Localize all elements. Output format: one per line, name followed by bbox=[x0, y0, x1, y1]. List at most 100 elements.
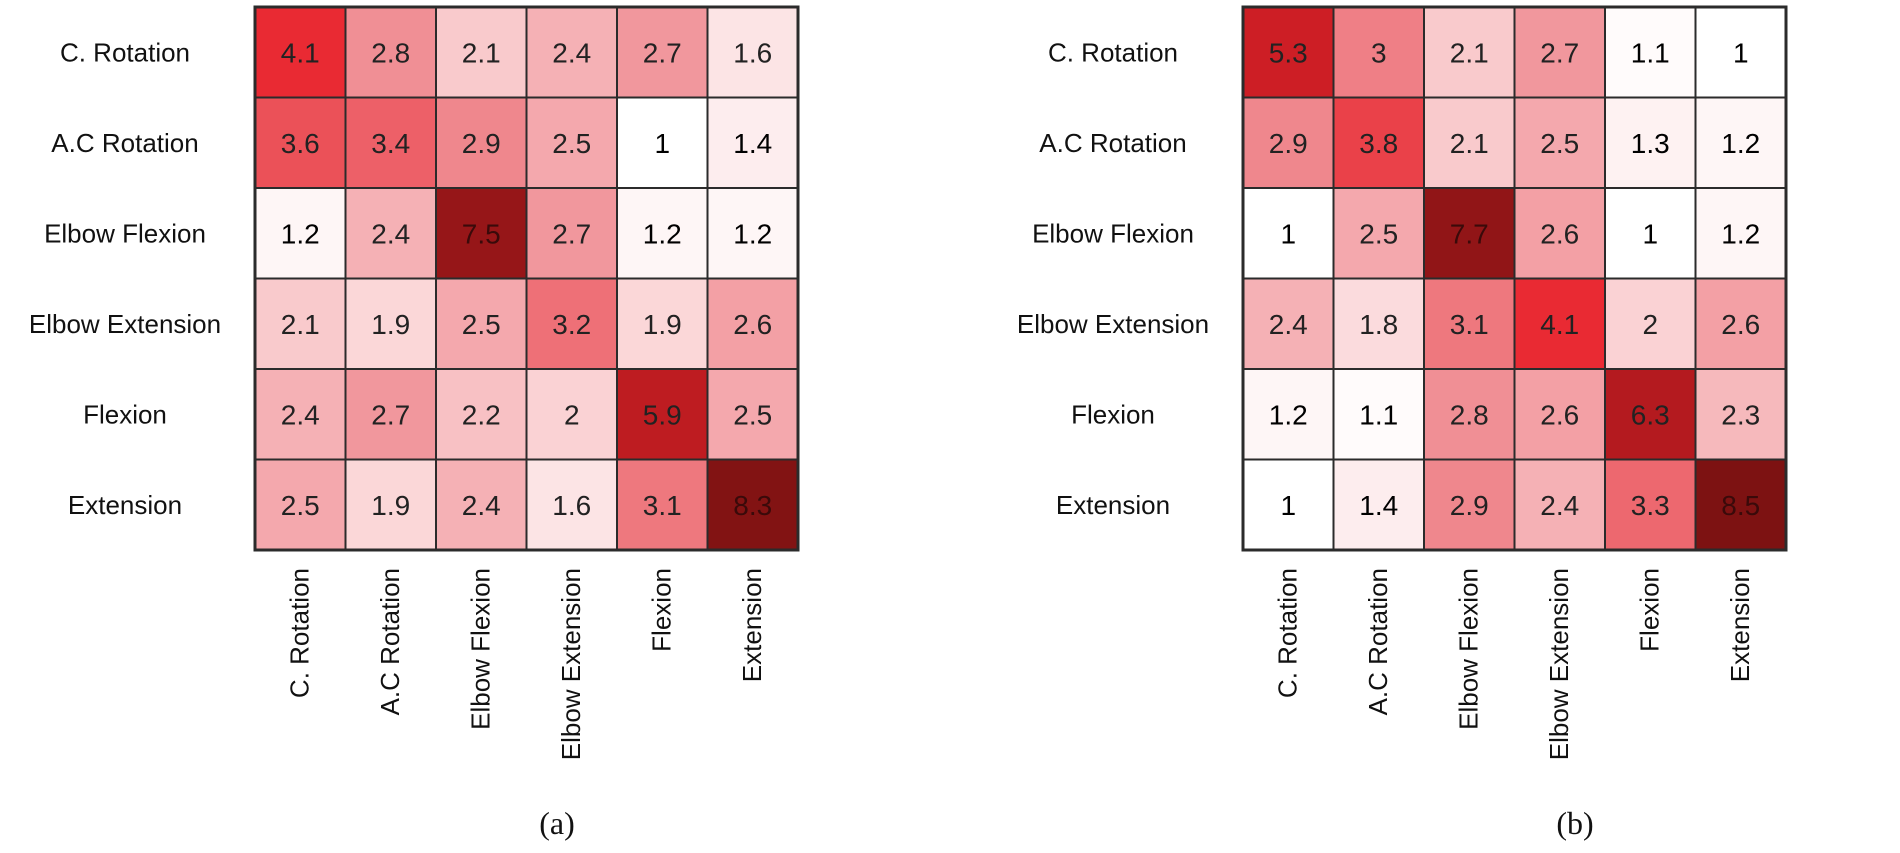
heatmap-cell bbox=[525, 277, 618, 370]
cell-value-label: 3.3 bbox=[1631, 490, 1670, 521]
row-tick-label: C. Rotation bbox=[1048, 37, 1178, 67]
cell-value-label: 1.8 bbox=[1359, 309, 1398, 340]
column-tick-label: A.C Rotation bbox=[375, 568, 405, 715]
cell-value-label: 2.5 bbox=[733, 399, 772, 430]
heatmap-cell bbox=[435, 277, 528, 370]
heatmap-cell bbox=[254, 6, 347, 99]
cell-value-label: 2.9 bbox=[462, 128, 501, 159]
row-tick-label: Elbow Extension bbox=[29, 309, 221, 339]
column-tick-label: Flexion bbox=[646, 568, 676, 652]
cell-value-label: 3.4 bbox=[371, 128, 410, 159]
heatmap-cell bbox=[1604, 187, 1697, 280]
cell-value-label: 2 bbox=[1642, 309, 1658, 340]
cell-value-label: 4.1 bbox=[1540, 309, 1579, 340]
heatmap-cell bbox=[1604, 6, 1697, 99]
column-tick-label: A.C Rotation bbox=[1363, 568, 1393, 715]
row-tick-label: C. Rotation bbox=[60, 37, 190, 67]
heatmap-cell bbox=[525, 187, 618, 280]
heatmap-panel-a: 4.1 2.8 2.1 2.4 2.7 1.6 3.6 3.4 2.9 2.5 1 1.4 1.2 2.4… bbox=[29, 5, 800, 841]
heatmap-cell bbox=[706, 187, 799, 280]
cell-value-label: 1.2 bbox=[281, 218, 320, 249]
heatmap-cell bbox=[706, 458, 799, 551]
cell-value-label: 7.7 bbox=[1450, 218, 1489, 249]
cell-value-label: 1.6 bbox=[733, 37, 772, 68]
cell-value-label: 8.5 bbox=[1721, 490, 1760, 521]
heatmap-cell bbox=[344, 187, 437, 280]
column-tick-label: Flexion bbox=[1634, 568, 1664, 652]
column-tick-label: Elbow Extension bbox=[556, 568, 586, 760]
heatmap-cell bbox=[1694, 187, 1787, 280]
heatmap-cell bbox=[1604, 368, 1697, 461]
cell-value-label: 5.9 bbox=[643, 399, 682, 430]
cell-value-label: 1.1 bbox=[1631, 37, 1670, 68]
heatmap-border bbox=[1241, 5, 1788, 552]
heatmap-cell bbox=[344, 96, 437, 189]
heatmap-cell bbox=[435, 368, 528, 461]
cell-value-label: 2.1 bbox=[281, 309, 320, 340]
cell-value-label: 2 bbox=[564, 399, 580, 430]
cell-value-label: 6.3 bbox=[1631, 399, 1670, 430]
heatmap-border bbox=[253, 5, 800, 552]
cell-value-label: 2.4 bbox=[281, 399, 320, 430]
row-tick-label: Extension bbox=[68, 490, 182, 520]
heatmap-cell bbox=[1694, 368, 1787, 461]
column-tick-label: Extension bbox=[1725, 568, 1755, 682]
cell-value-label: 1.4 bbox=[733, 128, 772, 159]
panel-caption: (b) bbox=[1556, 805, 1593, 841]
cell-value-label: 2.3 bbox=[1721, 399, 1760, 430]
cell-value-label: 2.9 bbox=[1450, 490, 1489, 521]
cell-value-label: 1.9 bbox=[371, 309, 410, 340]
cell-value-label: 8.3 bbox=[733, 490, 772, 521]
row-tick-label: A.C Rotation bbox=[51, 128, 198, 158]
heatmap-cell bbox=[344, 277, 437, 370]
cell-value-label: 1.2 bbox=[1721, 128, 1760, 159]
heatmap-cell bbox=[344, 6, 437, 99]
cell-value-label: 2.6 bbox=[1540, 218, 1579, 249]
cell-value-label: 2.1 bbox=[1450, 37, 1489, 68]
heatmap-cell bbox=[1242, 458, 1335, 551]
column-tick-label: C. Rotation bbox=[1272, 568, 1302, 698]
cell-value-label: 2.1 bbox=[462, 37, 501, 68]
column-tick-label: Extension bbox=[737, 568, 767, 682]
row-tick-label: Elbow Flexion bbox=[44, 218, 206, 248]
row-tick-label: Extension bbox=[1056, 490, 1170, 520]
row-tick-label: Elbow Extension bbox=[1017, 309, 1209, 339]
cell-value-label: 2.4 bbox=[552, 37, 591, 68]
cell-value-label: 1.9 bbox=[643, 309, 682, 340]
cell-value-label: 4.1 bbox=[281, 37, 320, 68]
column-tick-label: Elbow Flexion bbox=[1453, 568, 1483, 730]
cell-value-label: 1.6 bbox=[552, 490, 591, 521]
cell-value-label: 1.3 bbox=[1631, 128, 1670, 159]
cell-value-label: 1.2 bbox=[733, 218, 772, 249]
heatmap-cell bbox=[254, 458, 347, 551]
cell-value-label: 2.1 bbox=[1450, 128, 1489, 159]
heatmap-cell bbox=[1513, 368, 1606, 461]
cell-value-label: 2.4 bbox=[1540, 490, 1579, 521]
heatmap-cell bbox=[1332, 187, 1425, 280]
cell-value-label: 1.9 bbox=[371, 490, 410, 521]
cell-value-label: 2.8 bbox=[371, 37, 410, 68]
heatmap-cell bbox=[1513, 96, 1606, 189]
heatmap-cell bbox=[1694, 96, 1787, 189]
cell-value-label: 2.6 bbox=[1721, 309, 1760, 340]
cell-value-label: 3.1 bbox=[643, 490, 682, 521]
heatmap-cell bbox=[525, 368, 618, 461]
heatmap-cell bbox=[1513, 277, 1606, 370]
row-tick-label: A.C Rotation bbox=[1039, 128, 1186, 158]
cell-value-label: 5.3 bbox=[1269, 37, 1308, 68]
cell-value-label: 2.2 bbox=[462, 399, 501, 430]
cell-value-label: 3.8 bbox=[1359, 128, 1398, 159]
row-tick-label: Flexion bbox=[83, 399, 167, 429]
heatmap-cell bbox=[1423, 187, 1516, 280]
cell-value-label: 1.2 bbox=[1721, 218, 1760, 249]
cell-value-label: 1.2 bbox=[643, 218, 682, 249]
cell-value-label: 2.4 bbox=[371, 218, 410, 249]
heatmap-cell bbox=[706, 6, 799, 99]
heatmap-cell bbox=[1332, 277, 1425, 370]
panel-caption: (a) bbox=[539, 805, 575, 841]
heatmap-cell bbox=[1242, 277, 1335, 370]
cell-value-label: 2.4 bbox=[1269, 309, 1308, 340]
heatmap-cell bbox=[525, 96, 618, 189]
